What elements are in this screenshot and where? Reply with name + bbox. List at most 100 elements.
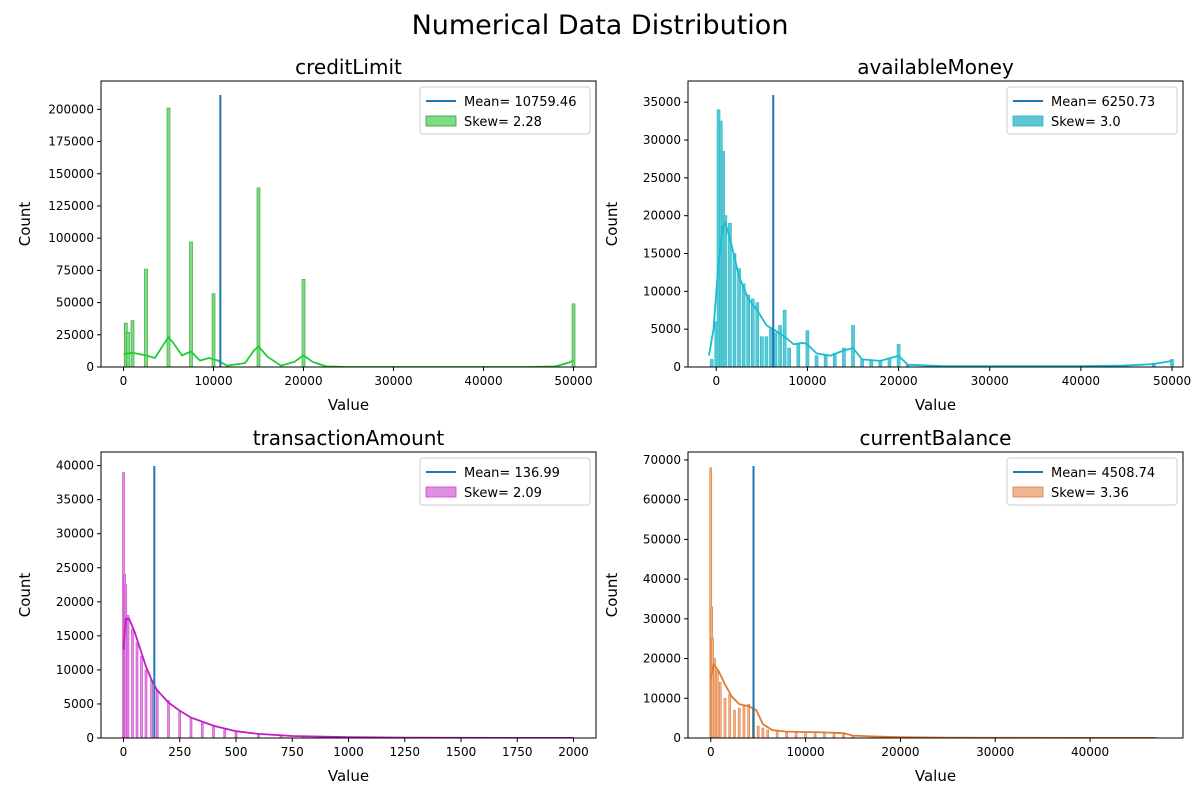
y-axis-label: Count — [603, 573, 621, 618]
histogram-bar — [746, 294, 750, 367]
y-axis-label: Count — [603, 202, 621, 247]
histogram-bar — [716, 670, 719, 738]
histogram-bar — [166, 107, 171, 367]
histogram-bar — [737, 268, 741, 367]
x-tick-label: 50000 — [1153, 374, 1191, 388]
axes-frame — [687, 80, 1184, 368]
kde-curve — [709, 662, 1157, 738]
y-tick-label: 0 — [86, 360, 94, 374]
histogram-bar — [750, 298, 755, 367]
legend-skew-label: Skew= 2.09 — [464, 486, 542, 501]
x-tick-label: 750 — [281, 745, 304, 759]
histogram-bar — [787, 347, 791, 367]
x-tick-label: 0 — [712, 374, 720, 388]
histogram-bar — [878, 360, 883, 367]
subplot-creditLimit: 0 10000 20000 30000 40000 50000 0 25000 50000 750… — [16, 55, 597, 414]
histogram-bar — [212, 726, 215, 738]
histogram-bar — [851, 325, 855, 367]
histogram-bar — [189, 717, 193, 738]
x-tick-label: 50000 — [554, 374, 592, 388]
x-axis-label: Value — [915, 396, 956, 414]
histogram-bar — [773, 332, 778, 367]
histogram-bar — [728, 222, 732, 367]
histogram-bar — [813, 732, 817, 738]
y-tick-label: 15000 — [56, 629, 94, 643]
histogram-bar — [200, 722, 204, 738]
legend: Mean= 136.99 Skew= 2.09 — [419, 457, 591, 506]
x-tick-label: 250 — [168, 745, 191, 759]
histogram-bar — [713, 658, 716, 738]
x-tick-label: 10000 — [788, 374, 826, 388]
y-tick-label: 100000 — [48, 231, 94, 245]
histogram-bar — [832, 353, 837, 367]
histogram-bar — [732, 253, 737, 367]
histogram-bar — [832, 732, 836, 738]
y-tick-label: 50000 — [643, 532, 681, 546]
legend-frame — [419, 86, 591, 135]
x-tick-label: 30000 — [971, 374, 1009, 388]
y-tick-label: 20000 — [56, 595, 94, 609]
plot-area — [709, 466, 1158, 738]
kde-curve — [708, 221, 1173, 367]
histogram-bar — [860, 359, 864, 367]
histogram-bar — [718, 682, 722, 738]
x-tick-label: 10000 — [194, 374, 232, 388]
histogram-bar — [126, 615, 130, 738]
x-tick-label: 40000 — [1062, 374, 1100, 388]
y-tick-label: 15000 — [643, 247, 681, 261]
histogram-bar — [842, 734, 845, 738]
y-tick-label: 5000 — [63, 697, 94, 711]
y-tick-label: 20000 — [643, 209, 681, 223]
x-tick-label: 0 — [120, 374, 128, 388]
x-tick-label: 0 — [120, 745, 128, 759]
histogram-bar — [741, 283, 746, 367]
histogram-bar — [742, 705, 746, 738]
histogram-bar — [135, 642, 139, 738]
y-tick-label: 40000 — [56, 459, 94, 473]
x-tick-label: 40000 — [464, 374, 502, 388]
x-tick-label: 20000 — [881, 745, 919, 759]
y-tick-label: 125000 — [48, 199, 94, 213]
x-tick-label: 1500 — [446, 745, 477, 759]
x-tick-label: 20000 — [284, 374, 322, 388]
y-tick-label: 40000 — [643, 572, 681, 586]
histogram-bar — [144, 268, 148, 367]
y-tick-label: 10000 — [56, 663, 94, 677]
y-tick-label: 25000 — [56, 561, 94, 575]
histogram-bar — [130, 320, 135, 367]
axes-frame — [100, 80, 597, 368]
legend-skew-swatch — [425, 486, 457, 498]
x-tick-label: 30000 — [374, 374, 412, 388]
histogram-bar — [823, 732, 826, 738]
histogram-bar — [804, 732, 807, 738]
legend-skew-swatch — [425, 115, 457, 127]
y-tick-label: 5000 — [650, 322, 681, 336]
histogram-bar — [155, 690, 159, 738]
histogram-bar — [178, 710, 182, 738]
y-axis-label: Count — [16, 202, 34, 247]
histogram-bar — [756, 725, 760, 738]
histogram-bar — [234, 731, 238, 738]
histogram-bar — [755, 302, 760, 367]
x-tick-label: 1000 — [333, 745, 364, 759]
x-tick-label: 500 — [225, 745, 248, 759]
y-tick-label: 35000 — [56, 493, 94, 507]
x-tick-label: 10000 — [786, 745, 824, 759]
histogram-bar — [761, 727, 765, 738]
y-tick-label: 75000 — [56, 263, 94, 277]
y-tick-label: 60000 — [643, 493, 681, 507]
y-tick-label: 10000 — [643, 691, 681, 705]
histogram-bar — [869, 360, 874, 367]
histogram-bar — [126, 331, 130, 367]
plot-area — [122, 466, 575, 738]
histogram-bar — [723, 215, 728, 367]
legend-skew-swatch — [1012, 115, 1044, 127]
y-tick-label: 10000 — [643, 284, 681, 298]
histogram-bar — [131, 628, 134, 738]
x-tick-label: 30000 — [976, 745, 1014, 759]
histogram-bar — [766, 729, 769, 738]
subplot-title: transactionAmount — [253, 426, 445, 450]
y-tick-label: 150000 — [48, 167, 94, 181]
legend-frame — [419, 457, 591, 506]
histogram-bar — [760, 336, 764, 367]
